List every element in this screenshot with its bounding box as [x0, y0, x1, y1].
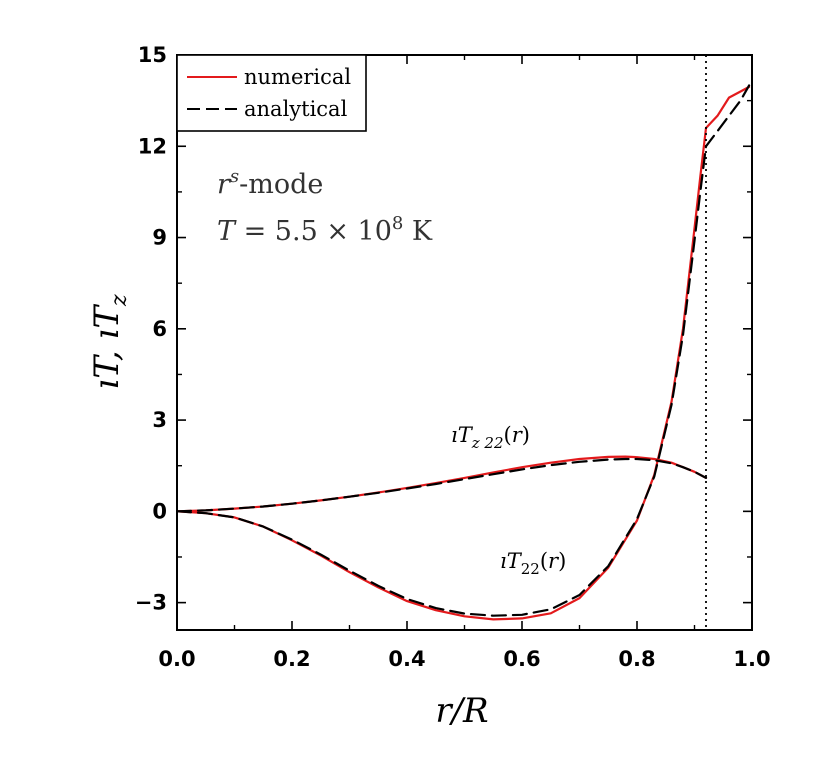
legend-label-numerical: numerical	[244, 65, 351, 89]
legend: numerical analytical	[176, 54, 367, 132]
mode-annotation: rs-mode	[217, 166, 323, 200]
temperature-annotation: T = 5.5 × 108 K	[217, 213, 433, 247]
x-tick-label: 0.4	[388, 647, 425, 671]
y-axis-title: ıT, ıTz	[87, 294, 132, 390]
plot-area	[177, 55, 752, 630]
y-tick-label: 0	[152, 499, 167, 523]
y-tick-label: 15	[138, 43, 167, 67]
legend-box	[176, 54, 367, 132]
x-tick-label: 0.8	[618, 647, 655, 671]
y-tick-label: 6	[152, 317, 167, 341]
svg-text:r/R: r/R	[435, 691, 488, 731]
series-line-analytical-t22	[177, 84, 751, 617]
y-tick-label: 9	[152, 226, 167, 250]
x-tick-label: 1.0	[733, 647, 770, 671]
x-tick-label: 0.6	[503, 647, 540, 671]
y-tick-label: 3	[152, 408, 167, 432]
y-tick-label: 12	[138, 134, 167, 158]
x-tick-label: 0.0	[158, 647, 195, 671]
svg-text:ıT, ıTz: ıT, ıTz	[87, 294, 132, 390]
y-tick-label: −3	[135, 591, 167, 615]
x-axis-title: r/R	[435, 691, 488, 731]
x-tick-label: 0.2	[273, 647, 310, 671]
legend-label-analytical: analytical	[244, 97, 348, 121]
series-line-analytical-tz22	[177, 457, 708, 513]
